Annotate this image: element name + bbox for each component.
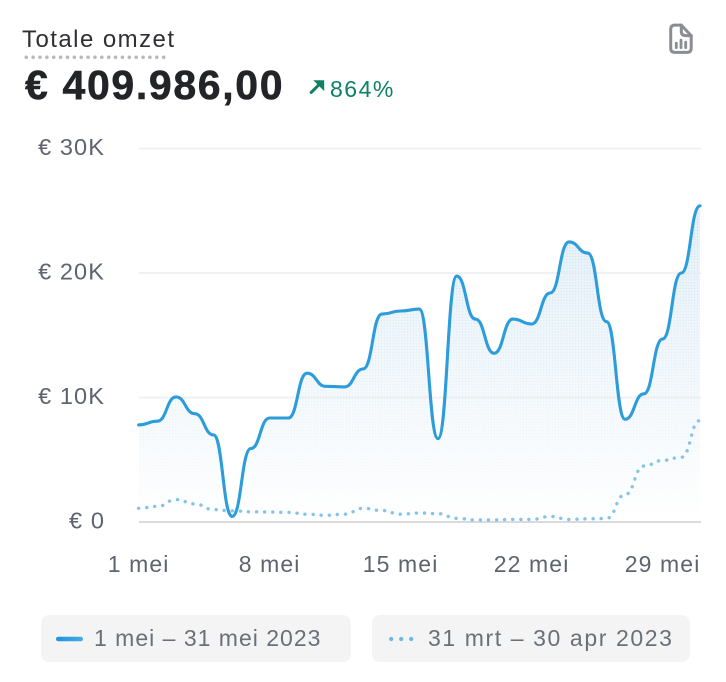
svg-text:€ 20K: € 20K xyxy=(38,258,105,284)
svg-text:29 mei: 29 mei xyxy=(625,551,701,577)
svg-text:€ 30K: € 30K xyxy=(38,134,105,160)
svg-text:€ 0: € 0 xyxy=(69,507,105,533)
svg-text:22 mei: 22 mei xyxy=(494,551,570,577)
svg-text:15 mei: 15 mei xyxy=(363,551,439,577)
svg-text:1 mei: 1 mei xyxy=(108,551,170,577)
svg-text:8 mei: 8 mei xyxy=(239,551,301,577)
svg-text:€ 10K: € 10K xyxy=(38,383,105,409)
